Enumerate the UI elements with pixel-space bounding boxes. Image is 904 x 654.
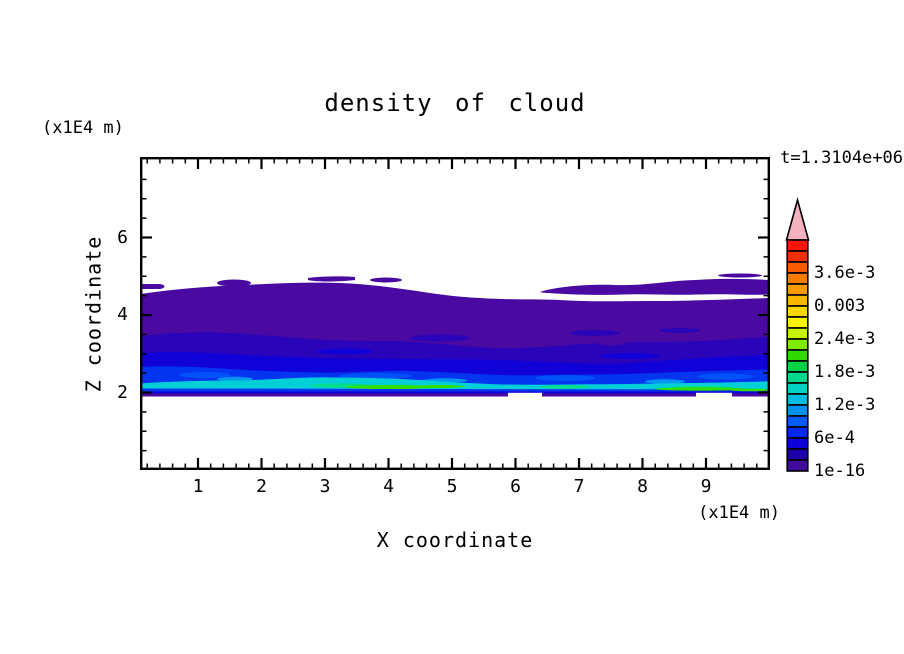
colorbar-segment	[786, 404, 809, 417]
colorbar-segment	[786, 448, 809, 461]
colorbar-segment	[786, 305, 809, 318]
z-tick-label: 2	[117, 381, 128, 403]
contour-band-cyan	[140, 377, 770, 390]
contour-accent-bright-blue	[535, 375, 595, 381]
x-tick-label: 3	[319, 476, 331, 497]
colorbar-segment	[786, 338, 809, 351]
colorbar-segment	[786, 316, 809, 329]
x-tick-label: 6	[510, 476, 521, 497]
colorbar-segment	[786, 371, 809, 384]
contour-streak-green	[415, 385, 465, 388]
contour-gap-white	[696, 392, 732, 398]
contour-streak-green	[655, 387, 745, 391]
colorbar-label: 0.003	[814, 296, 866, 316]
contour-streak-green	[345, 385, 435, 389]
chart-title: density of cloud	[324, 89, 586, 117]
contour-blob-purple	[217, 279, 251, 287]
contour-blob-purple	[370, 277, 402, 283]
x-axis-unit-label: (x1E4 m)	[698, 503, 780, 523]
colorbar-segment	[786, 349, 809, 362]
colorbar-segments	[786, 239, 809, 472]
colorbar-segment	[786, 294, 809, 307]
colorbar-segment	[786, 437, 809, 450]
x-tick-label: 4	[383, 476, 394, 497]
contour-blob-purple	[140, 284, 165, 289]
colorbar-segment	[786, 261, 809, 274]
contour-blob-purple-strip	[540, 278, 770, 295]
colorbar-label: 2.4e-3	[814, 329, 876, 349]
contour-accent-sky	[217, 376, 253, 382]
colorbar-label: 3.6e-3	[814, 263, 876, 283]
x-axis-title: X coordinate	[376, 528, 534, 552]
colorbar-segment	[786, 426, 809, 439]
colorbar-segment	[786, 239, 809, 252]
contour-accent-bright-blue	[179, 372, 231, 378]
colorbar-segment	[786, 360, 809, 373]
contour-accent-indigo	[570, 330, 620, 336]
colorbar-label: 1e-16	[814, 461, 866, 481]
contour-streak-green	[730, 388, 770, 392]
plot-frame	[140, 157, 770, 470]
colorbar-segment	[786, 415, 809, 428]
colorbar-segment	[786, 272, 809, 285]
colorbar-label: 1.2e-3	[814, 395, 876, 415]
contour-accent-indigo	[660, 328, 700, 333]
contour-blob-purple	[718, 273, 762, 278]
contour-dash-purple	[599, 340, 625, 346]
z-tick-label: 6	[117, 226, 128, 248]
x-tick-label: 8	[637, 476, 648, 497]
colorbar-segment	[786, 283, 809, 296]
contour-accent-indigo	[410, 334, 470, 342]
contour-plot	[140, 157, 770, 470]
x-tick-label: 1	[192, 476, 204, 497]
colorbar-segment	[786, 459, 809, 472]
z-axis-unit-label: (x1E4 m)	[42, 118, 124, 138]
colorbar-overflow-arrow	[785, 196, 810, 241]
x-tick-label: 2	[256, 476, 267, 497]
contour-streak-spring	[539, 385, 591, 389]
colorbar-segment	[786, 250, 809, 263]
colorbar	[785, 196, 810, 472]
contour-accent-bright-blue	[697, 373, 753, 380]
x-tick-label: 7	[573, 476, 585, 497]
colorbar-segment	[786, 382, 809, 395]
contour-accent-deep-blue	[600, 353, 660, 359]
contour-blob-purple	[308, 276, 355, 282]
contour-accent-sky	[645, 379, 685, 384]
x-tick-label: 9	[700, 476, 712, 497]
time-annotation: t=1.3104e+06	[780, 148, 903, 168]
colorbar-segment	[786, 393, 809, 406]
contour-accent-deep-blue	[317, 348, 373, 355]
x-tick-label: 5	[446, 476, 458, 497]
colorbar-label: 1.8e-3	[814, 362, 876, 382]
contour-dash-purple	[546, 342, 570, 346]
colorbar-label: 6e-4	[814, 428, 855, 448]
z-tick-label: 4	[117, 304, 128, 325]
contour-accent-bright-blue	[339, 373, 411, 379]
contour-gap-white	[508, 392, 542, 398]
colorbar-segment	[786, 327, 809, 340]
